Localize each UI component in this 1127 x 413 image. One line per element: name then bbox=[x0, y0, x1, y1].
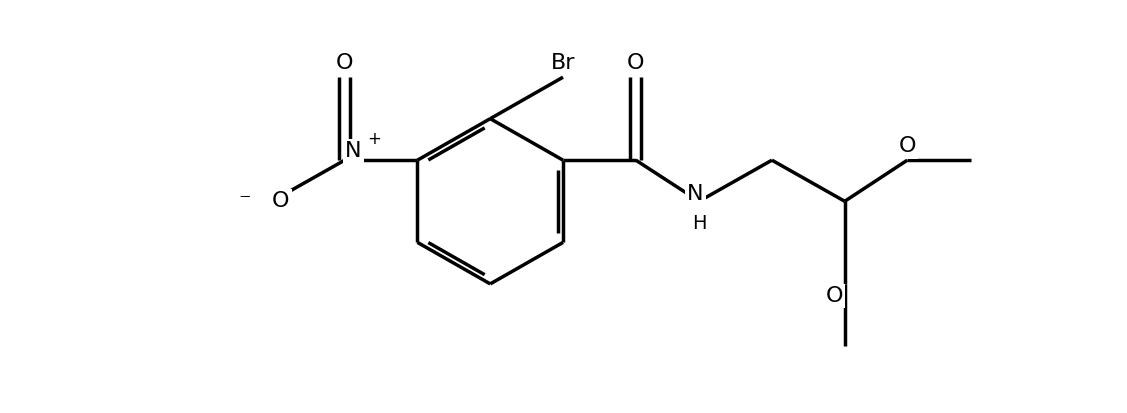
Text: Br: Br bbox=[551, 52, 575, 73]
Text: O: O bbox=[627, 52, 645, 73]
Text: +: + bbox=[367, 130, 381, 148]
Text: O: O bbox=[898, 136, 916, 157]
Text: H: H bbox=[692, 214, 707, 233]
Text: N: N bbox=[345, 141, 362, 161]
Text: O: O bbox=[826, 286, 843, 306]
Text: N: N bbox=[687, 184, 703, 204]
Text: ⁻: ⁻ bbox=[238, 189, 250, 213]
Text: O: O bbox=[272, 191, 290, 211]
Text: O: O bbox=[336, 52, 354, 73]
